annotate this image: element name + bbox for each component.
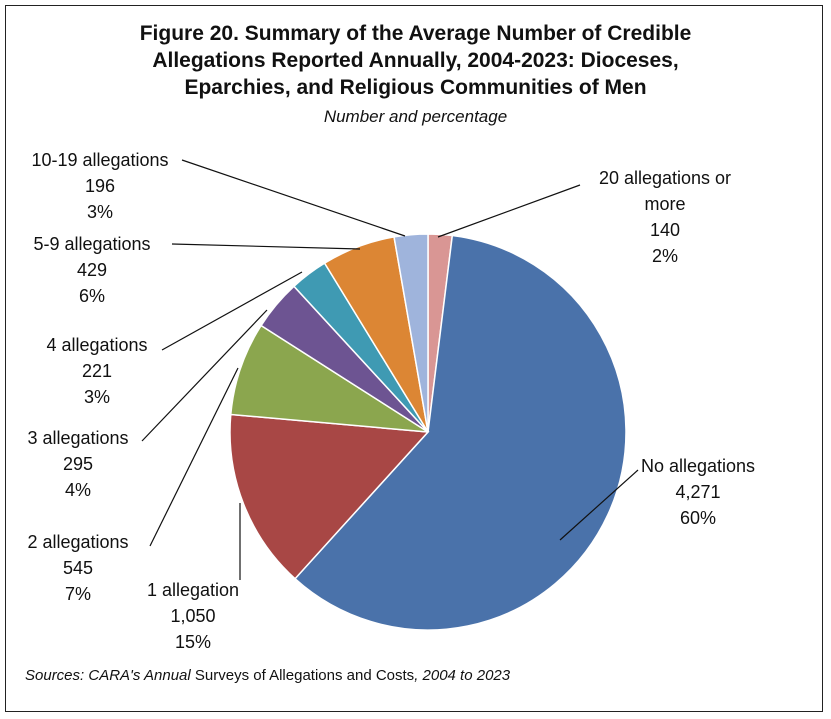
- data-label: 5-9 allegations 429 6%: [33, 231, 150, 309]
- leader-line: [141, 309, 268, 442]
- leader-line: [559, 469, 639, 541]
- source-part: Sources: CARA's Annual: [25, 667, 191, 684]
- slice-label: 10-19 allegations: [31, 150, 169, 170]
- slice-value: 196: [84, 176, 116, 196]
- figure-frame: [5, 5, 823, 712]
- data-label: 1 allegation 1,050 15%: [147, 577, 239, 655]
- slice-label: 3 allegations: [27, 428, 129, 448]
- slice-value: 295: [62, 454, 94, 474]
- pie-slice: [229, 413, 430, 580]
- title-line: Allegations Reported Annually, 2004-2023…: [152, 49, 679, 72]
- data-label: 4 allegations 221 3%: [46, 332, 147, 410]
- slice-percent: 2%: [651, 246, 678, 266]
- slice-label: 5-9 allegations: [33, 234, 151, 254]
- slice-value: 140: [649, 220, 681, 240]
- slice-percent: 7%: [64, 584, 92, 604]
- slice-value: 4,271: [675, 482, 721, 502]
- slice-percent: 15%: [174, 632, 212, 652]
- pie-slice: [393, 233, 429, 433]
- slice-value: 221: [81, 361, 113, 381]
- slice-percent: 3%: [83, 387, 111, 407]
- data-label: 3 allegations 295 4%: [27, 425, 128, 503]
- chart-title: Figure 20. Summary of the Average Number…: [0, 20, 831, 101]
- data-label: 20 allegations or more 140 2%: [599, 165, 731, 269]
- slice-percent: 6%: [78, 286, 105, 306]
- slice-percent: 3%: [86, 202, 114, 222]
- title-line: Eparchies, and Religious Communities of …: [184, 76, 647, 99]
- source-part: Surveys of Allegations and Costs: [190, 667, 415, 684]
- slice-label: 20 allegations or: [598, 168, 732, 188]
- chart-subtitle: Number and percentage: [323, 107, 508, 126]
- slice-label: more: [644, 194, 686, 214]
- slice-percent: 4%: [64, 480, 92, 500]
- leader-line: [181, 159, 406, 237]
- data-label: 2 allegations 545 7%: [27, 529, 128, 607]
- data-label: No allegations 4,271 60%: [641, 453, 755, 531]
- data-label: 10-19 allegations 196 3%: [31, 147, 168, 225]
- slice-label: 4 allegations: [46, 335, 148, 355]
- slice-percent: 60%: [679, 508, 717, 528]
- leader-line: [161, 271, 303, 351]
- slice-label: No allegations: [640, 456, 756, 476]
- pie-slice: [293, 234, 627, 631]
- leader-line: [171, 243, 361, 250]
- slice-label: 2 allegations: [27, 532, 129, 552]
- leader-line: [149, 367, 239, 547]
- slice-value: 545: [62, 558, 94, 578]
- leader-line: [437, 184, 581, 238]
- slice-label: 1 allegation: [146, 580, 240, 600]
- slice-value: 1,050: [170, 606, 216, 626]
- slice-value: 429: [76, 260, 108, 280]
- title-line: Figure 20. Summary of the Average Number…: [139, 22, 692, 45]
- source-part: , 2004 to 2023: [414, 667, 511, 684]
- source-note: Sources: CARA's Annual Surveys of Allega…: [25, 667, 510, 684]
- pie-slice: [229, 324, 429, 433]
